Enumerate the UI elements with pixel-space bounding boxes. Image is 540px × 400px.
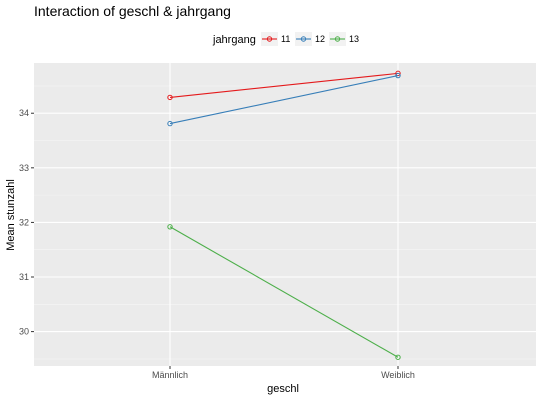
legend-label: 13 bbox=[349, 34, 359, 44]
legend-label: 12 bbox=[315, 34, 325, 44]
legend-key-point bbox=[334, 36, 341, 42]
y-axis-title: Mean stunzahl bbox=[5, 179, 17, 251]
series-point-11 bbox=[167, 94, 173, 101]
series-point-13 bbox=[167, 224, 173, 230]
x-axis-title: geschl bbox=[267, 383, 299, 395]
y-tick-label: 32 bbox=[19, 217, 29, 227]
legend-key-point bbox=[266, 36, 273, 42]
axis-ticks: 30 31 32 33 34 Männlich Weiblich bbox=[19, 108, 415, 380]
y-tick-label: 34 bbox=[19, 108, 29, 118]
series-line-13 bbox=[169, 226, 399, 358]
x-tick-label: Männlich bbox=[152, 370, 188, 380]
plot-panel bbox=[34, 63, 536, 366]
series-point-12 bbox=[395, 72, 401, 79]
chart-title: Interaction of geschl & jahrgang bbox=[34, 3, 231, 19]
y-tick-label: 33 bbox=[19, 163, 29, 173]
series-line-12 bbox=[169, 75, 399, 125]
minor-gridlines bbox=[34, 85, 536, 360]
series-layer bbox=[167, 70, 401, 360]
series-line-11 bbox=[169, 72, 399, 98]
series-point-12 bbox=[167, 120, 173, 127]
legend-title: jahrgang bbox=[212, 34, 256, 46]
major-gridlines bbox=[34, 63, 536, 366]
x-tick-label: Weiblich bbox=[381, 370, 415, 380]
y-tick-label: 30 bbox=[19, 327, 29, 337]
y-tick-label: 31 bbox=[19, 272, 29, 282]
legend-label: 11 bbox=[281, 34, 290, 44]
series-point-13 bbox=[395, 354, 401, 360]
legend-key-point bbox=[300, 36, 307, 42]
legend: jahrgang 11 12 13 bbox=[212, 32, 359, 46]
